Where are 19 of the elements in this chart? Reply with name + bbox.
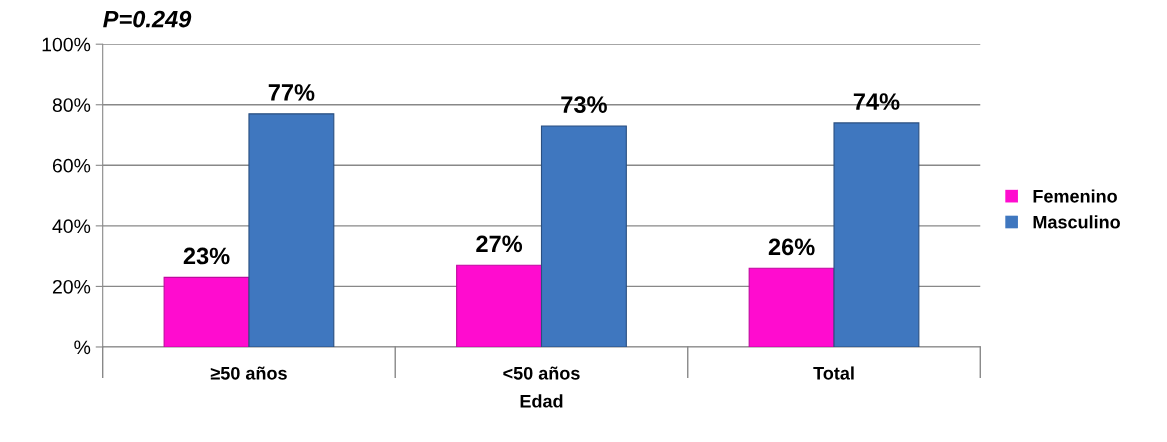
chart-title: P=0.249 bbox=[103, 10, 192, 28]
y-tick-label: 80% bbox=[52, 98, 91, 112]
y-tick-label: 40% bbox=[52, 219, 91, 234]
data-label: 74% bbox=[853, 93, 900, 110]
x-tick-label: ≥50 años bbox=[210, 366, 287, 380]
data-label: 23% bbox=[183, 247, 230, 265]
legend-label: Masculino bbox=[1033, 215, 1120, 229]
y-tick-label: 60% bbox=[52, 158, 91, 173]
x-tick-label: <50 años bbox=[503, 366, 580, 380]
data-label: 73% bbox=[561, 96, 607, 113]
y-tick-label: % bbox=[74, 340, 91, 355]
data-label: 27% bbox=[476, 235, 523, 253]
x-tick-label: Total bbox=[813, 366, 854, 380]
data-label: 26% bbox=[768, 238, 815, 256]
data-label: 77% bbox=[268, 84, 315, 101]
x-axis-title: Edad bbox=[520, 394, 563, 408]
y-tick-label: 20% bbox=[52, 279, 91, 294]
legend-label: Femenino bbox=[1033, 189, 1117, 203]
y-tick-label: 100% bbox=[42, 37, 91, 52]
